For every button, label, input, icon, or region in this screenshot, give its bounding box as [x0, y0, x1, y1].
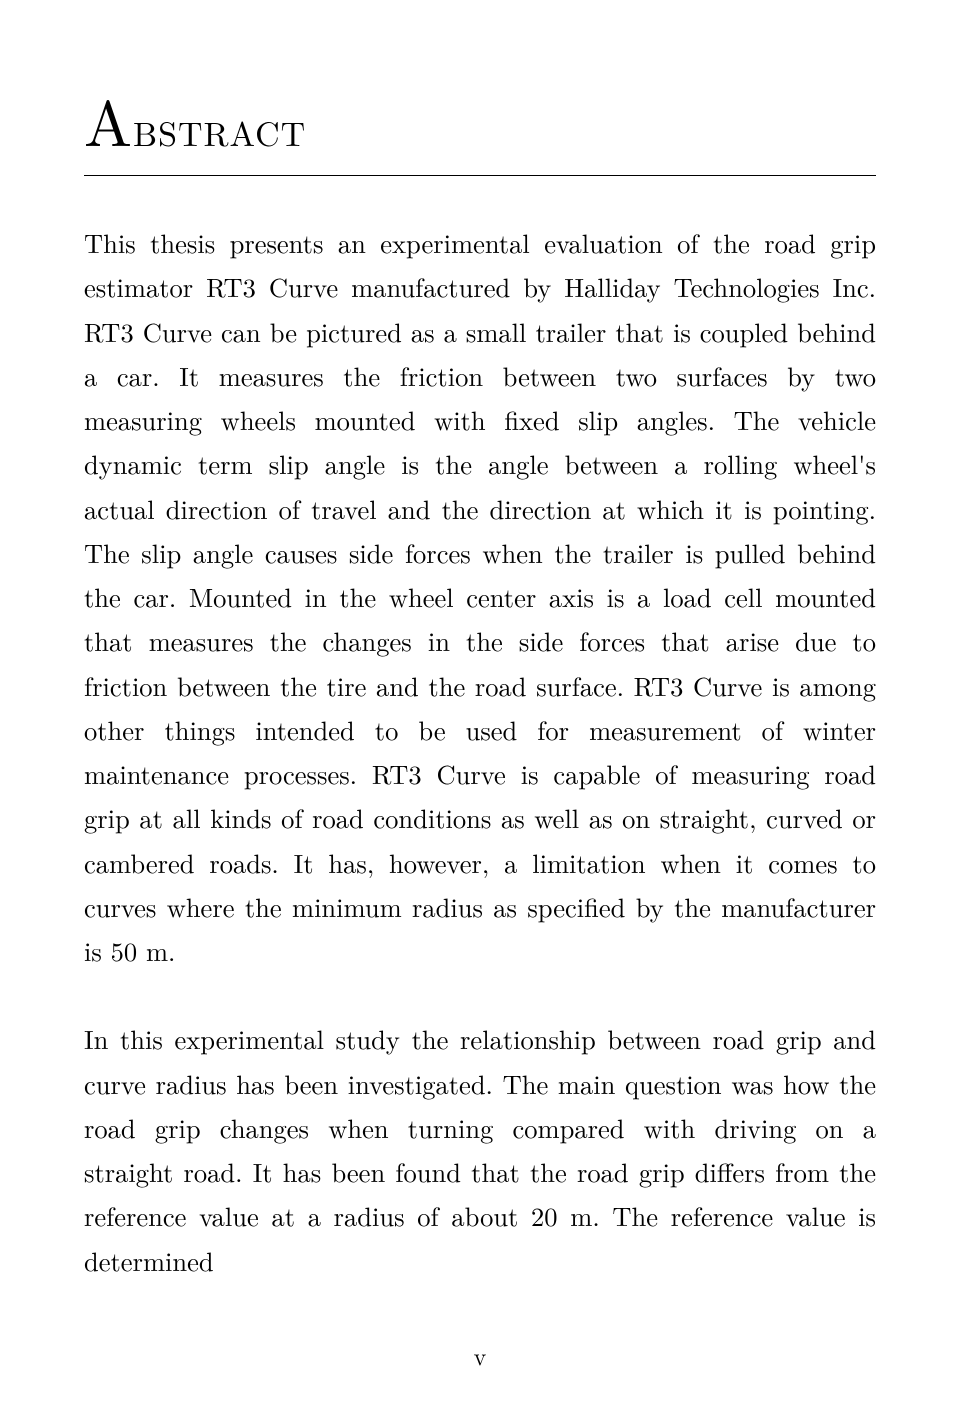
page-number: v: [0, 1338, 960, 1372]
heading-rest: bstract: [133, 92, 306, 161]
heading-rule: [84, 175, 876, 176]
abstract-paragraph-1: This thesis presents an experimental eva…: [84, 220, 876, 972]
section-heading: Abstract: [84, 74, 876, 165]
heading-first-letter: A: [84, 74, 133, 165]
abstract-paragraph-2: In this experimental study the relations…: [84, 1016, 876, 1282]
